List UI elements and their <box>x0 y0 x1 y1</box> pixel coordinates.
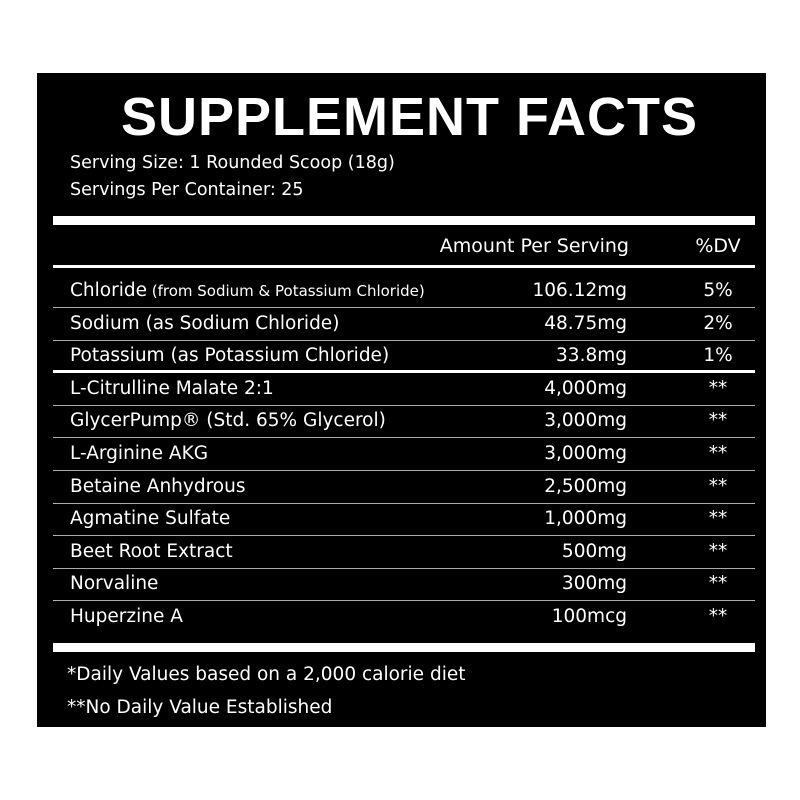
row-divider <box>53 567 755 569</box>
divider-header <box>53 265 755 268</box>
nutrient-row: L-Citrulline Malate 2:1 4,000mg ** <box>53 373 755 406</box>
nutrient-row: L-Arginine AKG 3,000mg ** <box>53 438 755 471</box>
nutrient-name: Huperzine A <box>70 605 183 629</box>
nutrient-name-text: Potassium (as Potassium Chloride) <box>70 345 390 367</box>
nutrient-row: Sodium (as Sodium Chloride) 48.75mg 2% <box>53 308 755 341</box>
divider-thick-bottom <box>53 643 755 652</box>
nutrient-row: Beet Root Extract 500mg ** <box>53 536 755 569</box>
nutrient-dv: ** <box>708 540 728 562</box>
nutrient-name-text: Huperzine A <box>70 606 183 627</box>
footnote-daily-values: *Daily Values based on a 2,000 calorie d… <box>67 664 466 685</box>
serving-size: Serving Size: 1 Rounded Scoop (18g) <box>70 153 395 173</box>
nutrient-note: (from Sodium & Potassium Chloride) <box>146 282 425 300</box>
nutrient-amount: 3,000mg <box>544 410 627 432</box>
nutrient-name-text: Agmatine Sulfate <box>70 508 231 530</box>
nutrient-amount: 48.75mg <box>544 312 627 334</box>
nutrient-dv: ** <box>708 573 728 595</box>
nutrient-name-text: L-Citrulline Malate 2:1 <box>70 377 274 399</box>
nutrient-dv: 5% <box>703 280 733 301</box>
nutrient-name: L-Arginine AKG <box>70 442 208 466</box>
nutrient-row: Chloride (from Sodium & Potassium Chlori… <box>53 275 755 308</box>
nutrient-row: Potassium (as Potassium Chloride) 33.8mg 1… <box>53 340 755 374</box>
supplement-facts-panel: SUPPLEMENT FACTS Serving Size: 1 Rounded… <box>37 73 766 727</box>
nutrient-name: Chloride (from Sodium & Potassium Chlori… <box>70 279 425 303</box>
nutrient-amount: 300mg <box>561 573 627 595</box>
nutrient-amount: 100mcg <box>551 606 627 627</box>
row-divider <box>53 600 755 602</box>
nutrient-name-text: Chloride <box>70 280 147 301</box>
divider-thick-top <box>53 216 755 225</box>
nutrient-name-text: Betaine Anhydrous <box>70 475 246 497</box>
nutrient-row: Norvaline 300mg ** <box>53 568 755 602</box>
nutrient-amount: 3,000mg <box>544 443 627 464</box>
nutrient-amount: 1,000mg <box>544 508 627 530</box>
nutrient-name: Norvaline <box>70 572 158 596</box>
row-divider <box>53 437 755 439</box>
amount-header: Amount Per Serving <box>439 235 629 257</box>
nutrient-dv: 2% <box>703 312 733 334</box>
footnote-no-dv: **No Daily Value Established <box>67 697 333 718</box>
row-divider <box>53 535 755 537</box>
nutrient-dv: ** <box>708 475 728 497</box>
row-divider <box>53 502 755 504</box>
nutrient-name: Sodium (as Sodium Chloride) <box>70 312 339 336</box>
nutrient-name: L-Citrulline Malate 2:1 <box>70 377 274 401</box>
nutrient-dv: ** <box>708 443 728 464</box>
nutrient-row: Huperzine A 100mcg ** <box>53 601 755 634</box>
nutrient-name-text: Beet Root Extract <box>70 540 233 562</box>
nutrient-name-text: Sodium (as Sodium Chloride) <box>70 312 340 334</box>
nutrient-name-text: L-Arginine AKG <box>70 443 209 464</box>
servings-per-container: Servings Per Container: 25 <box>70 180 304 200</box>
nutrient-amount: 2,500mg <box>544 475 627 497</box>
row-divider <box>53 470 755 471</box>
row-divider <box>53 339 755 341</box>
nutrient-amount: 33.8mg <box>556 345 627 367</box>
dv-header: %DV <box>695 235 741 257</box>
nutrient-name-text: Norvaline <box>70 573 159 595</box>
nutrient-row: Agmatine Sulfate 1,000mg ** <box>53 503 755 537</box>
nutrient-row: Betaine Anhydrous 2,500mg ** <box>53 471 755 504</box>
nutrient-dv: ** <box>708 377 728 399</box>
nutrient-row: GlycerPump® (Std. 65% Glycerol) 3,000mg ** <box>53 405 755 439</box>
nutrient-amount: 106.12mg <box>532 280 628 301</box>
nutrient-amount: 500mg <box>561 540 627 562</box>
row-divider <box>53 307 755 308</box>
panel-title: SUPPLEMENT FACTS <box>120 87 699 147</box>
nutrient-name: Potassium (as Potassium Chloride) <box>70 344 389 368</box>
nutrient-name-text: GlycerPump® (Std. 65% Glycerol) <box>70 410 386 432</box>
nutrient-amount: 4,000mg <box>544 377 627 399</box>
nutrient-dv: 1% <box>703 345 733 367</box>
nutrient-name: Beet Root Extract <box>70 540 233 564</box>
row-divider <box>53 404 755 406</box>
nutrient-name: GlycerPump® (Std. 65% Glycerol) <box>70 409 386 433</box>
nutrient-dv: ** <box>708 606 728 627</box>
nutrient-dv: ** <box>708 410 728 432</box>
nutrient-name: Betaine Anhydrous <box>70 475 245 499</box>
nutrient-dv: ** <box>708 508 728 530</box>
nutrient-name: Agmatine Sulfate <box>70 507 230 531</box>
row-divider <box>53 370 755 374</box>
